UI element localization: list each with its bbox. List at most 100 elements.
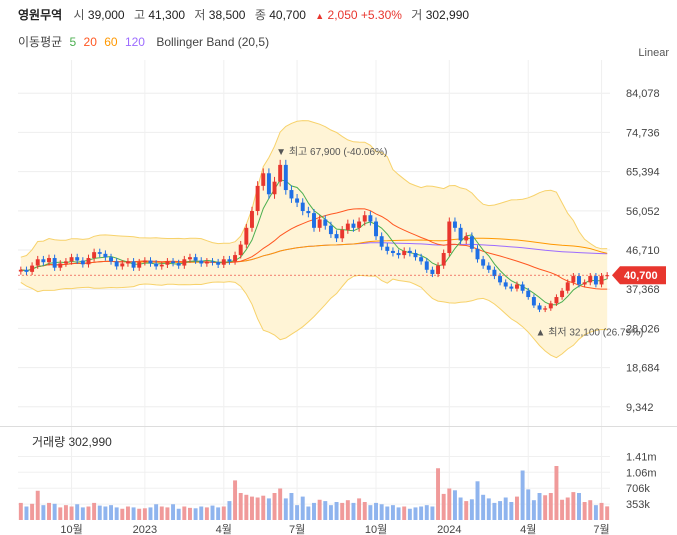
candle[interactable] <box>154 260 159 270</box>
volume-bar[interactable] <box>334 502 339 520</box>
candle[interactable] <box>120 260 125 270</box>
volume-bar[interactable] <box>407 508 412 520</box>
candle[interactable] <box>238 240 243 259</box>
volume-bar[interactable] <box>413 507 418 520</box>
volume-bar[interactable] <box>159 506 164 521</box>
volume-bar[interactable] <box>18 502 23 520</box>
candle[interactable] <box>413 249 418 261</box>
candle[interactable] <box>531 294 536 308</box>
volume-bar[interactable] <box>605 506 610 520</box>
volume-bar[interactable] <box>244 494 249 520</box>
candle[interactable] <box>255 181 260 216</box>
candle[interactable] <box>436 262 441 278</box>
volume-bar[interactable] <box>560 499 565 520</box>
candle[interactable] <box>114 258 119 270</box>
candle[interactable] <box>469 232 474 253</box>
candle[interactable] <box>447 217 452 257</box>
scale-toggle[interactable]: Linear <box>638 47 669 59</box>
candle[interactable] <box>464 232 469 245</box>
volume-bar[interactable] <box>464 501 469 520</box>
volume-bar[interactable] <box>204 507 209 520</box>
candle[interactable] <box>24 266 29 276</box>
candle[interactable] <box>503 279 508 290</box>
volume-bar[interactable] <box>171 504 176 520</box>
candle[interactable] <box>148 257 153 267</box>
candle[interactable] <box>543 305 548 313</box>
candle[interactable] <box>605 272 610 280</box>
candle[interactable] <box>221 255 226 268</box>
candle[interactable] <box>481 255 486 269</box>
volume-bar[interactable] <box>30 503 35 520</box>
candle[interactable] <box>419 253 424 265</box>
candle[interactable] <box>300 198 305 216</box>
volume-bar[interactable] <box>80 507 85 520</box>
candle[interactable] <box>159 261 164 270</box>
candle[interactable] <box>210 258 215 266</box>
volume-bar[interactable] <box>402 506 407 521</box>
volume-bar[interactable] <box>120 508 125 520</box>
volume-bar[interactable] <box>103 506 108 521</box>
volume-bar[interactable] <box>345 500 350 520</box>
volume-bar[interactable] <box>306 506 311 521</box>
candle[interactable] <box>250 206 254 232</box>
volume-bar[interactable] <box>599 502 604 520</box>
volume-bar[interactable] <box>340 502 345 520</box>
volume-bar[interactable] <box>47 502 51 520</box>
candle[interactable] <box>565 279 570 294</box>
candle[interactable] <box>452 217 457 232</box>
candle[interactable] <box>131 258 136 271</box>
volume-bar[interactable] <box>503 497 508 521</box>
candle[interactable] <box>176 259 181 269</box>
candle[interactable] <box>244 223 249 249</box>
volume-bar[interactable] <box>419 506 424 521</box>
volume-bar[interactable] <box>131 507 136 520</box>
candle[interactable] <box>396 249 401 259</box>
candle[interactable] <box>75 253 80 264</box>
volume-bar[interactable] <box>261 495 266 520</box>
volume-bar[interactable] <box>63 505 68 520</box>
candle[interactable] <box>312 208 316 232</box>
volume-bar[interactable] <box>514 496 519 520</box>
candle[interactable] <box>328 221 333 238</box>
volume-bar[interactable] <box>69 506 74 521</box>
volume-bar[interactable] <box>531 500 536 520</box>
volume-bar[interactable] <box>199 506 204 521</box>
candle[interactable] <box>306 206 311 218</box>
volume-bar[interactable] <box>154 504 159 520</box>
candle[interactable] <box>216 258 221 268</box>
volume-bar[interactable] <box>109 505 114 520</box>
volume-bar[interactable] <box>475 481 480 520</box>
candle[interactable] <box>92 248 97 262</box>
candle[interactable] <box>582 279 587 288</box>
candle[interactable] <box>86 254 91 268</box>
candle[interactable] <box>402 247 407 259</box>
bollinger-label[interactable]: Bollinger Band (20,5) <box>156 35 270 49</box>
candle[interactable] <box>187 253 192 263</box>
volume-bar[interactable] <box>374 502 378 520</box>
volume-bar[interactable] <box>486 498 491 520</box>
volume-bar[interactable] <box>481 494 486 520</box>
volume-bar[interactable] <box>137 508 142 520</box>
volume-bar[interactable] <box>328 505 333 520</box>
candle[interactable] <box>289 185 294 203</box>
volume-bar[interactable] <box>176 508 181 520</box>
volume-bar[interactable] <box>424 505 429 520</box>
volume-bar[interactable] <box>193 508 198 520</box>
candle[interactable] <box>475 245 480 263</box>
ma-20[interactable]: 20 <box>83 35 97 49</box>
volume-bar[interactable] <box>565 497 570 521</box>
candle[interactable] <box>283 159 288 195</box>
volume-bar[interactable] <box>385 506 390 521</box>
volume-bar[interactable] <box>543 495 548 520</box>
volume-bar[interactable] <box>362 502 367 520</box>
candle[interactable] <box>560 287 565 300</box>
volume-bar[interactable] <box>520 470 525 521</box>
volume-bar[interactable] <box>114 507 119 520</box>
volume-bar[interactable] <box>469 499 474 520</box>
volume-bar[interactable] <box>317 499 322 520</box>
volume-bar[interactable] <box>238 493 243 520</box>
volume-bar[interactable] <box>35 490 40 520</box>
candle[interactable] <box>424 258 429 273</box>
volume-bar[interactable] <box>588 500 593 520</box>
